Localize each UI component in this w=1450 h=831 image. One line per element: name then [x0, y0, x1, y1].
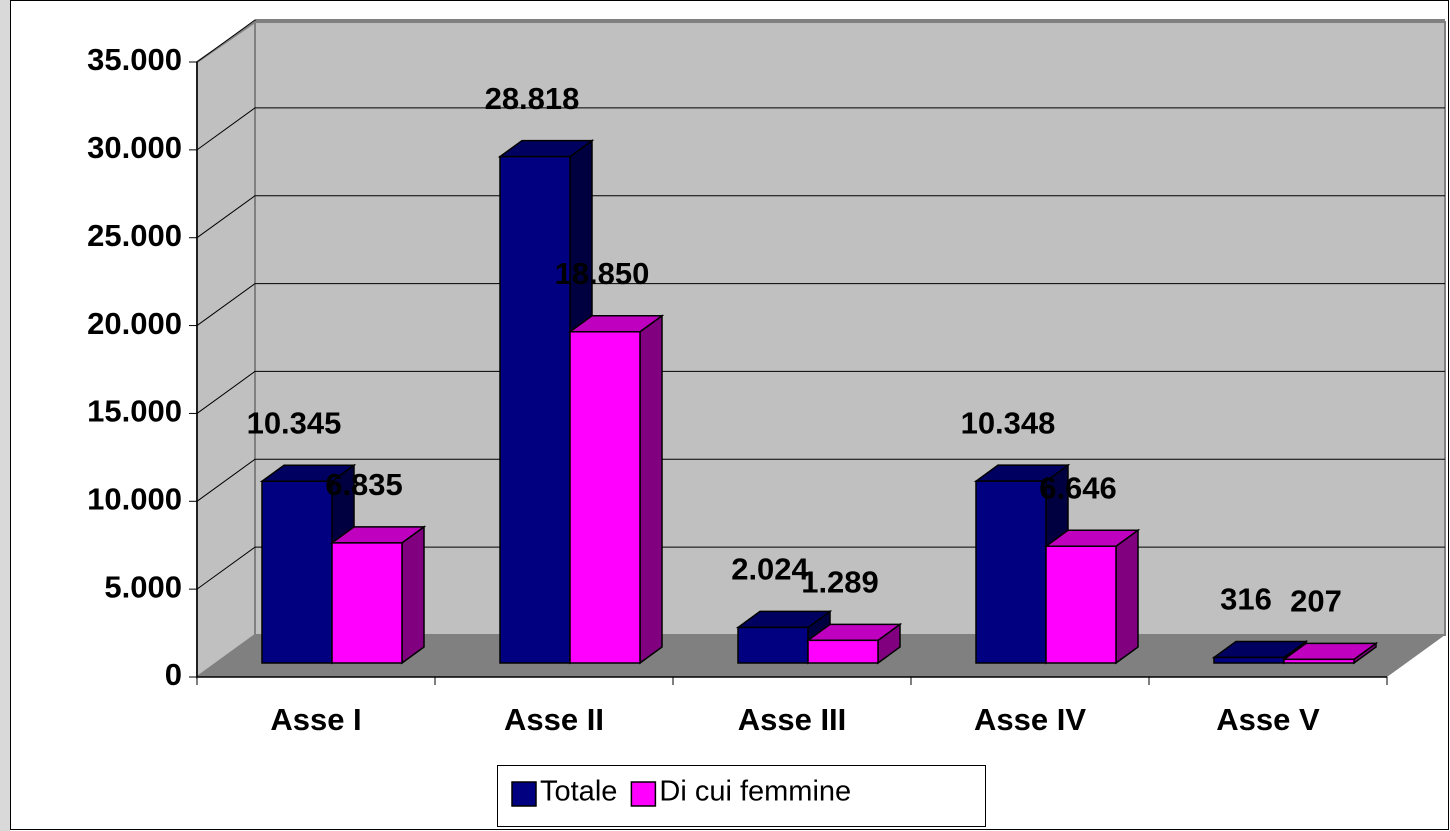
- x-tick-label: Asse I: [270, 702, 361, 737]
- y-tick-label: 20.000: [87, 306, 182, 341]
- legend: [497, 765, 986, 827]
- legend-swatch: [511, 781, 537, 807]
- bar: [569, 331, 641, 664]
- legend-swatch: [630, 781, 657, 807]
- x-tick-label: Asse IV: [974, 702, 1086, 737]
- back-wall: [254, 21, 1446, 636]
- value-label: 6.835: [325, 467, 403, 502]
- side-strip: [0, 0, 10, 831]
- y-tick-label: 25.000: [87, 218, 182, 253]
- value-label: 316: [1220, 582, 1272, 617]
- y-tick-label: 0: [165, 657, 182, 692]
- value-label: 28.818: [485, 81, 580, 116]
- side-wall: [196, 20, 256, 679]
- bar: [975, 480, 1047, 664]
- bar: [1283, 658, 1355, 664]
- value-label: 1.289: [801, 565, 879, 600]
- y-tick-label: 30.000: [87, 130, 182, 165]
- bar-side: [639, 314, 663, 665]
- value-label: 10.345: [247, 405, 342, 440]
- grid-line: [196, 195, 1445, 239]
- bar: [499, 155, 571, 664]
- x-tick-label: Asse II: [504, 702, 604, 737]
- value-label: 6.646: [1039, 470, 1117, 505]
- value-label: 2.024: [731, 552, 809, 587]
- bar-side: [401, 525, 425, 665]
- legend-label: Totale: [540, 776, 617, 808]
- legend-label: Di cui femmine: [659, 776, 851, 808]
- x-tick-label: Asse III: [738, 702, 847, 737]
- bar: [737, 626, 809, 664]
- bar-side: [1115, 528, 1139, 665]
- grid-line: [196, 107, 1445, 151]
- value-label: 207: [1290, 584, 1342, 619]
- y-tick-label: 5.000: [104, 569, 182, 604]
- value-label: 18.850: [555, 256, 650, 291]
- y-tick-label: 15.000: [87, 394, 182, 429]
- bar: [807, 639, 879, 664]
- x-tick-label: Asse V: [1216, 702, 1320, 737]
- grid-line: [196, 458, 1445, 502]
- bar: [261, 480, 333, 664]
- grid-line: [196, 19, 1445, 63]
- value-label: 10.348: [961, 405, 1056, 440]
- y-tick-label: 35.000: [87, 42, 182, 77]
- grid-line: [196, 370, 1445, 414]
- grid-line: [196, 283, 1445, 326]
- bar: [1045, 545, 1117, 664]
- bar: [1213, 656, 1285, 664]
- y-tick-label: 10.000: [87, 481, 182, 516]
- bar: [331, 542, 403, 664]
